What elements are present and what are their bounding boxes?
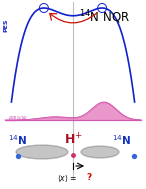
Text: $\rho_{GROUND}$: $\rho_{GROUND}$	[8, 114, 28, 122]
Text: $^{14}$N: $^{14}$N	[112, 133, 131, 147]
Ellipse shape	[16, 145, 68, 159]
Text: H$^{+}$: H$^{+}$	[64, 132, 82, 148]
Ellipse shape	[81, 146, 119, 158]
FancyArrowPatch shape	[50, 13, 97, 23]
Text: PES: PES	[4, 18, 8, 32]
Text: $\langle x \rangle$ =: $\langle x \rangle$ =	[57, 172, 79, 184]
Text: $^{14}$N: $^{14}$N	[8, 133, 27, 147]
Text: $^{14}$N NQR: $^{14}$N NQR	[79, 8, 131, 26]
Text: ?: ?	[86, 174, 92, 183]
